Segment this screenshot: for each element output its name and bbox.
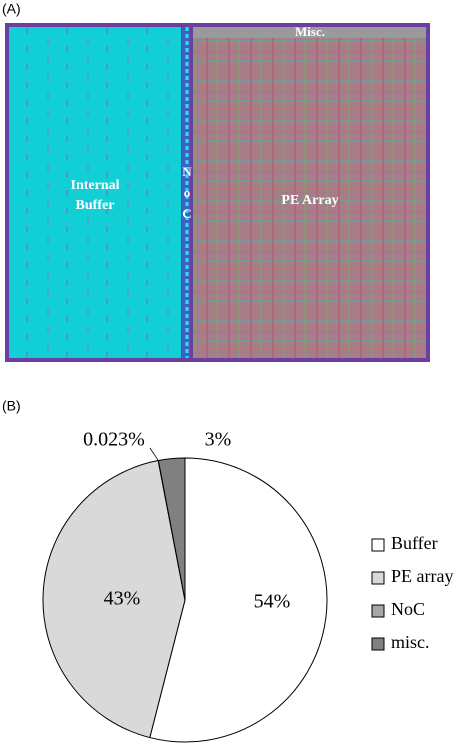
data-label: 3% [205, 429, 232, 451]
layout-label: Buffer [76, 198, 115, 213]
pie-slice [149, 457, 328, 743]
divider [190, 25, 193, 360]
layout-label: Misc. [295, 24, 325, 39]
pie-chart: 54% 43% 0.023% 3% Buffer PE array NoC misc. [42, 429, 453, 743]
pie-slice [42, 459, 186, 739]
panel-label: (A) [2, 1, 21, 17]
legend-swatch [371, 604, 385, 618]
misc-region [193, 27, 426, 38]
pe-region [193, 27, 426, 358]
legend-label: NoC [391, 599, 425, 619]
noc-region [182, 27, 192, 358]
legend-label: misc. [391, 632, 430, 652]
layout-label: PE Array [281, 193, 338, 208]
leader-line [149, 447, 159, 461]
pie-slice [157, 457, 186, 601]
legend-swatch [371, 637, 385, 651]
chip-layout: Misc. Internal Buffer N o C PE Array [5, 23, 430, 362]
legend-label: PE array [391, 566, 453, 586]
legend-label: Buffer [391, 533, 438, 553]
data-label: 43% [104, 588, 141, 610]
panel-label: (B) [2, 398, 21, 414]
layout-label: C [182, 206, 191, 221]
legend-swatch [371, 571, 385, 585]
buffer-region [9, 27, 181, 358]
data-label: 0.023% [83, 429, 145, 451]
data-label: 54% [254, 591, 291, 613]
layout-label: N [182, 164, 192, 179]
legend-swatch [371, 538, 385, 552]
layout-label: Internal [71, 178, 120, 193]
layout-label: o [184, 185, 191, 200]
